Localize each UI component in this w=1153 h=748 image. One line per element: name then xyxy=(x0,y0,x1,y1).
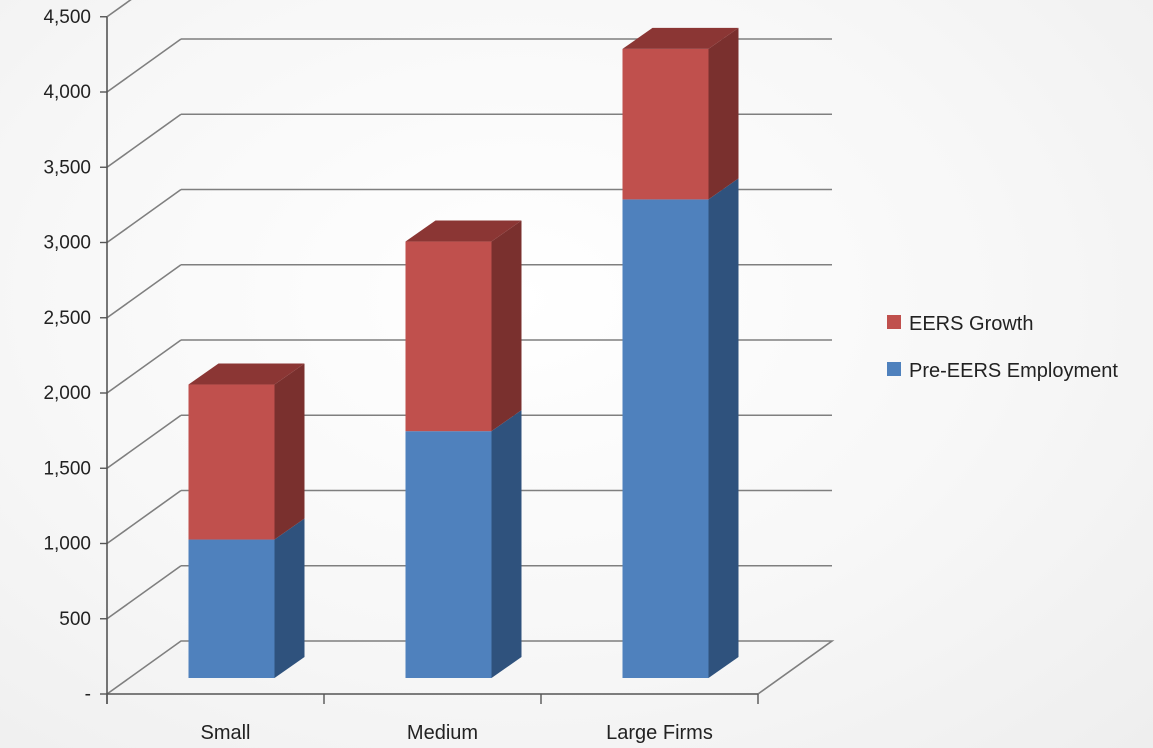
y-tick-label: 3,000 xyxy=(43,233,91,254)
y-tick-label: 3,500 xyxy=(43,157,91,178)
legend-item: Pre-EERS Employment xyxy=(887,360,1118,382)
axes xyxy=(100,16,759,704)
y-tick-label: 2,000 xyxy=(43,383,91,404)
legend-item: EERS Growth xyxy=(887,313,1033,335)
gridline-diagonal xyxy=(106,0,132,18)
y-tick-label: 1,000 xyxy=(43,534,91,555)
legend-swatch xyxy=(887,315,901,329)
x-tick-label: Medium xyxy=(407,722,478,744)
bar-side xyxy=(274,518,305,678)
y-tick-label: 4,500 xyxy=(43,7,91,28)
legend-label: EERS Growth xyxy=(909,313,1033,335)
gridline-diagonal xyxy=(106,565,182,620)
bar-top xyxy=(622,27,739,49)
gridline-diagonal xyxy=(106,414,182,469)
gridline-diagonal xyxy=(106,113,182,168)
bar-front xyxy=(622,199,709,678)
bar-side xyxy=(708,178,739,678)
bar-front xyxy=(405,241,492,432)
gridline-diagonal xyxy=(106,38,182,93)
x-axis-tick-labels: Small Medium Large Firms xyxy=(200,722,712,744)
bar-segment xyxy=(622,27,739,200)
gridline-diagonal xyxy=(106,339,182,394)
bar-top xyxy=(188,363,305,385)
bar-side xyxy=(708,27,739,200)
bars xyxy=(188,27,739,678)
bar-segment xyxy=(405,410,522,678)
y-tick-label: 1,500 xyxy=(43,458,91,479)
gridline-diagonal xyxy=(106,264,182,319)
y-tick-label: 2,500 xyxy=(43,308,91,329)
bar-front xyxy=(405,431,492,678)
bar-segment xyxy=(188,363,305,540)
gridline-diagonal xyxy=(106,188,182,244)
x-tick-label: Small xyxy=(200,722,250,744)
bar-front xyxy=(188,539,275,678)
bar-top xyxy=(405,220,522,242)
legend-label: Pre-EERS Employment xyxy=(909,360,1118,382)
bar-segment xyxy=(188,518,305,678)
legend: EERS Growth Pre-EERS Employment xyxy=(887,313,1118,382)
bar-side xyxy=(274,363,305,540)
bar-segment xyxy=(622,178,739,678)
bar-side xyxy=(491,220,522,432)
x-tick-label: Large Firms xyxy=(606,722,713,744)
y-tick-label: - xyxy=(85,684,91,705)
bar-front xyxy=(188,384,275,540)
bar-side xyxy=(491,410,522,678)
bar-front xyxy=(622,48,709,200)
gridline-diagonal xyxy=(106,489,182,545)
y-tick-label: 4,000 xyxy=(43,82,91,103)
y-tick-label: 500 xyxy=(59,609,91,630)
bar-segment xyxy=(405,220,522,432)
y-axis-tick-labels: - 500 1,000 1,500 2,000 2,500 3,000 3,500 4,000 4… xyxy=(43,7,91,705)
legend-swatch xyxy=(887,362,901,376)
